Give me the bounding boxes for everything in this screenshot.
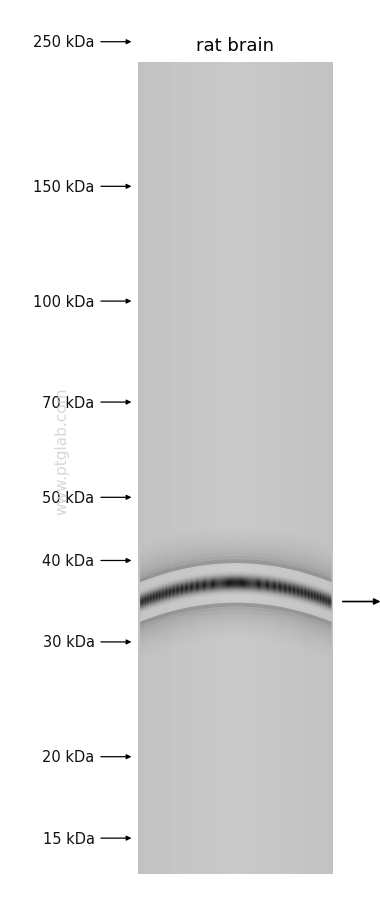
Text: 150 kDa: 150 kDa: [33, 179, 95, 195]
Text: www.ptglab.com: www.ptglab.com: [55, 387, 70, 515]
Text: 70 kDa: 70 kDa: [42, 395, 95, 410]
Text: 15 kDa: 15 kDa: [43, 831, 95, 846]
Text: 20 kDa: 20 kDa: [42, 750, 95, 764]
Text: 50 kDa: 50 kDa: [43, 491, 95, 505]
Text: 100 kDa: 100 kDa: [33, 294, 95, 309]
Text: 40 kDa: 40 kDa: [43, 553, 95, 568]
Text: 30 kDa: 30 kDa: [43, 635, 95, 649]
Text: 250 kDa: 250 kDa: [33, 35, 95, 51]
Text: rat brain: rat brain: [196, 37, 274, 55]
